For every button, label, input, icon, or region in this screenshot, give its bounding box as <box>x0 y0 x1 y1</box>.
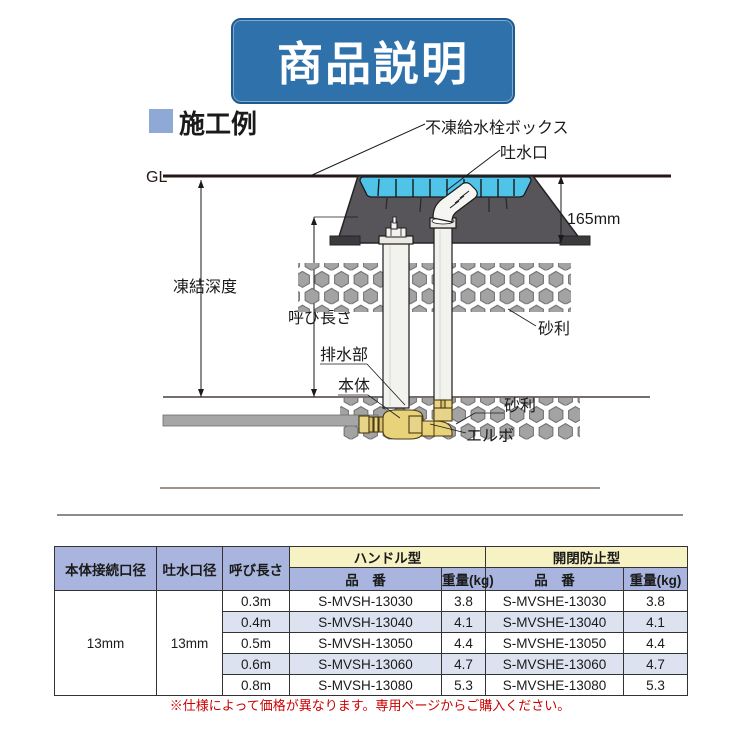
svg-text:GL: GL <box>146 169 167 186</box>
svg-text:砂利: 砂利 <box>504 397 536 415</box>
svg-text:165mm: 165mm <box>567 211 620 228</box>
svg-text:本体: 本体 <box>338 377 370 395</box>
svg-text:排水部: 排水部 <box>320 346 368 364</box>
svg-text:エルボ: エルボ <box>466 427 514 445</box>
svg-text:凍結深度: 凍結深度 <box>173 278 237 296</box>
svg-text:砂利: 砂利 <box>538 320 570 338</box>
svg-text:吐水口: 吐水口 <box>500 144 548 162</box>
svg-text:不凍給水栓ボックス: 不凍給水栓ボックス <box>425 119 569 137</box>
